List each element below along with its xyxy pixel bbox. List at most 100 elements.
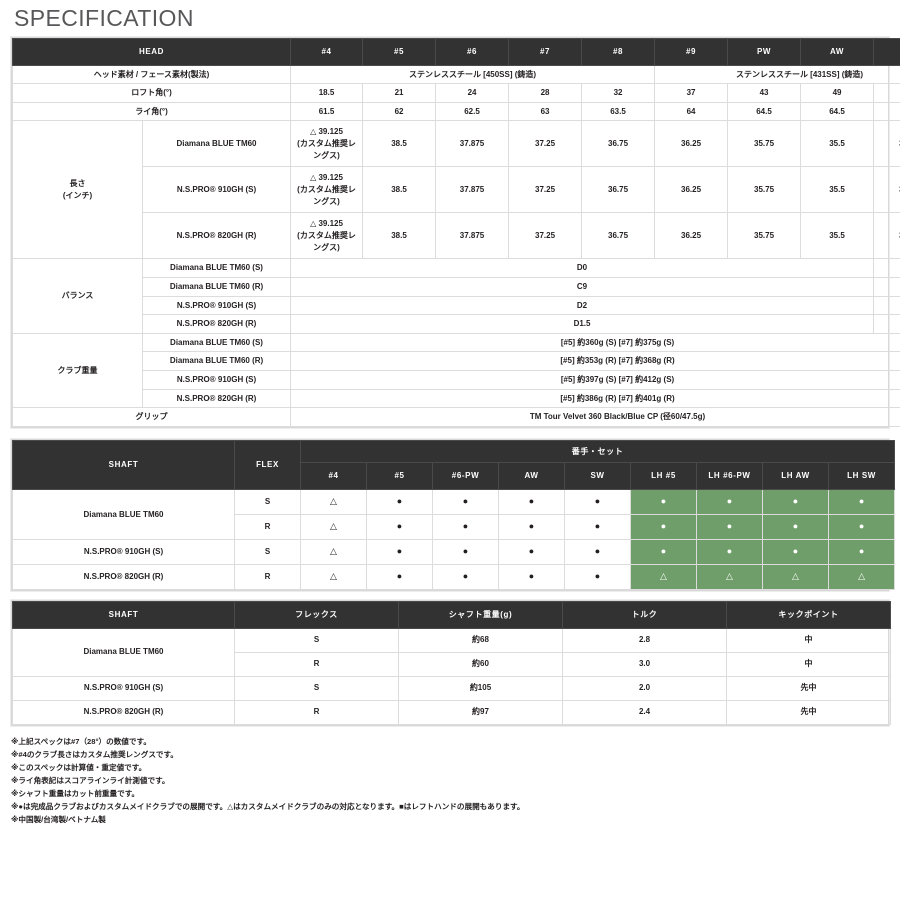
shaft-weight-3: 約105 xyxy=(398,675,563,701)
table-row-balance-2: Diamana BLUE TM60 (R) C9 D0.5 xyxy=(13,276,900,297)
weight-shaft-3: N.S.PRO® 910GH (S) xyxy=(141,369,292,390)
col-4: #4 xyxy=(290,38,364,66)
shaft-kick-1: 中 xyxy=(726,627,891,653)
set-mark-4-lh6pw xyxy=(696,563,763,590)
table-row-balance-4: N.S.PRO® 820GH (R) D1.5 D3 xyxy=(13,314,900,334)
length-3-6: 37.875 xyxy=(435,212,510,260)
dot-icon xyxy=(529,521,534,531)
dot-icon xyxy=(397,521,402,531)
loft-8: 32 xyxy=(581,83,656,103)
loft-5: 21 xyxy=(362,83,437,103)
row-label-material: ヘッド素材 / フェース素材(製法) xyxy=(11,64,292,85)
shaft-torque-3: 2.0 xyxy=(562,675,727,701)
material-long-iron: ステンレススチール [450SS] (鋳造) xyxy=(290,64,656,85)
length-2-7: 37.25 xyxy=(508,166,583,214)
length-2-sw: 35.25 xyxy=(873,166,900,214)
triangle-icon xyxy=(726,571,733,581)
col-flex: フレックス xyxy=(234,600,399,629)
set-col-4: #4 xyxy=(300,462,367,490)
lie-8: 63.5 xyxy=(581,101,656,122)
dot-icon xyxy=(463,571,468,581)
shaft-kick-3: 先中 xyxy=(726,675,891,701)
balance-shaft-1: Diamana BLUE TM60 (S) xyxy=(141,258,292,278)
dot-icon xyxy=(397,571,402,581)
weight-shaft-1: Diamana BLUE TM60 (S) xyxy=(141,332,292,353)
dot-icon xyxy=(529,496,534,506)
shaft-flex-4: R xyxy=(234,699,399,725)
table-row: N.S.PRO® 820GH (R) R xyxy=(12,563,896,590)
set-mark-3-lhaw xyxy=(762,538,829,565)
row-label-loft: ロフト角(°) xyxy=(11,83,292,103)
dot-icon xyxy=(859,546,864,556)
triangle-icon xyxy=(858,571,865,581)
table-row: Diamana BLUE TM60 S 約68 2.8 中 xyxy=(12,627,891,677)
dot-icon xyxy=(727,521,732,531)
dot-icon xyxy=(595,571,600,581)
length-1-9: 36.25 xyxy=(654,120,729,168)
set-mark-3-aw xyxy=(498,538,565,565)
set-mark-1-sw xyxy=(564,488,631,515)
triangle-icon xyxy=(330,571,337,581)
set-mark-1-lhsw xyxy=(827,488,896,515)
length-shaft-2: N.S.PRO® 910GH (S) xyxy=(141,166,292,214)
triangle-icon xyxy=(330,496,337,506)
balance-shaft-2: Diamana BLUE TM60 (R) xyxy=(141,276,292,297)
triangle-icon xyxy=(660,571,667,581)
table-row-length-1: 長さ (インチ) Diamana BLUE TM60 △ 39.125 (カスタ… xyxy=(12,120,900,260)
shaft-torque-2: 3.0 xyxy=(562,651,727,677)
set-col-lh5: LH #5 xyxy=(630,462,697,490)
set-mark-1-lhaw xyxy=(762,488,829,515)
dot-icon xyxy=(463,546,468,556)
col-shaft-weight: シャフト重量(g) xyxy=(398,600,563,629)
weight-value-2: [#5] 約353g (R) [#7] 約368g (R) xyxy=(290,351,900,371)
table-row-material: ヘッド素材 / フェース素材(製法) ステンレススチール [450SS] (鋳造… xyxy=(11,64,900,85)
dot-icon xyxy=(859,496,864,506)
balance-shaft-3: N.S.PRO® 910GH (S) xyxy=(141,295,292,316)
dot-icon xyxy=(397,546,402,556)
col-kickpoint: キックポイント xyxy=(726,600,891,629)
head-table-header-row: HEAD #4 #5 #6 #7 #8 #9 PW AW SW xyxy=(11,38,900,66)
head-spec-table-wrap: HEAD #4 #5 #6 #7 #8 #9 PW AW SW ヘッド素材 / … xyxy=(11,37,900,428)
material-short-iron: ステンレススチール [431SS] (鋳造) xyxy=(654,64,900,85)
col-aw: AW xyxy=(800,38,875,66)
lie-aw: 64.5 xyxy=(800,101,875,122)
set-mark-2-5 xyxy=(366,513,433,540)
dot-icon xyxy=(529,546,534,556)
loft-6: 24 xyxy=(435,83,510,103)
table-row-lie: ライ角(°) 61.5 62 62.5 63 63.5 64 64.5 64.5… xyxy=(11,101,900,122)
col-sw: SW xyxy=(873,38,900,66)
shaft-kick-2: 中 xyxy=(726,651,891,677)
footnote-1: ※上記スペックは#7（28°）の数値です。 xyxy=(11,736,151,746)
set-mark-2-lh6pw xyxy=(696,513,763,540)
col-6: #6 xyxy=(435,38,510,66)
footnote-5: ※シャフト重量はカット前重量です。 xyxy=(11,788,140,798)
shaft-kick-4: 先中 xyxy=(726,699,891,725)
loft-aw: 49 xyxy=(800,83,875,103)
grip-value: TM Tour Velvet 360 Black/Blue CP (径60/47… xyxy=(290,407,900,427)
shaft-weight-4: 約97 xyxy=(398,699,563,725)
set-flex-3: S xyxy=(234,538,301,565)
set-mark-1-lh6pw xyxy=(696,488,763,515)
row-label-length: 長さ (インチ) xyxy=(12,120,143,260)
lie-pw: 64.5 xyxy=(727,101,802,122)
dot-icon xyxy=(397,496,402,506)
length-2-8: 36.75 xyxy=(581,166,656,214)
loft-7: 28 xyxy=(508,83,583,103)
balance-shaft-4: N.S.PRO® 820GH (R) xyxy=(141,314,292,334)
length-2-9: 36.25 xyxy=(654,166,729,214)
lie-sw: 64.5 xyxy=(873,101,900,122)
set-flex-4: R xyxy=(234,563,301,590)
shaft-spec-table-wrap: SHAFT フレックス シャフト重量(g) トルク キックポイント Diaman… xyxy=(11,599,891,726)
balance-main-4: D1.5 xyxy=(290,314,875,334)
triangle-icon xyxy=(330,521,337,531)
weight-shaft-2: Diamana BLUE TM60 (R) xyxy=(141,351,292,371)
shaft-table-header-row: SHAFT フレックス シャフト重量(g) トルク キックポイント xyxy=(12,600,891,629)
set-table-header-row-2: #4 #5 #6-PW AW SW LH #5 LH #6-PW LH AW L… xyxy=(13,462,896,490)
footnote-6: ※●は完成品クラブおよびカスタムメイドクラブでの展開です。△はカスタムメイドクラ… xyxy=(11,801,525,811)
set-mark-2-lhsw xyxy=(827,513,896,540)
set-col-sw: SW xyxy=(564,462,631,490)
length-2-5: 38.5 xyxy=(362,166,437,214)
dot-icon xyxy=(793,496,798,506)
set-flex-1: S xyxy=(234,488,301,515)
dot-icon xyxy=(727,546,732,556)
